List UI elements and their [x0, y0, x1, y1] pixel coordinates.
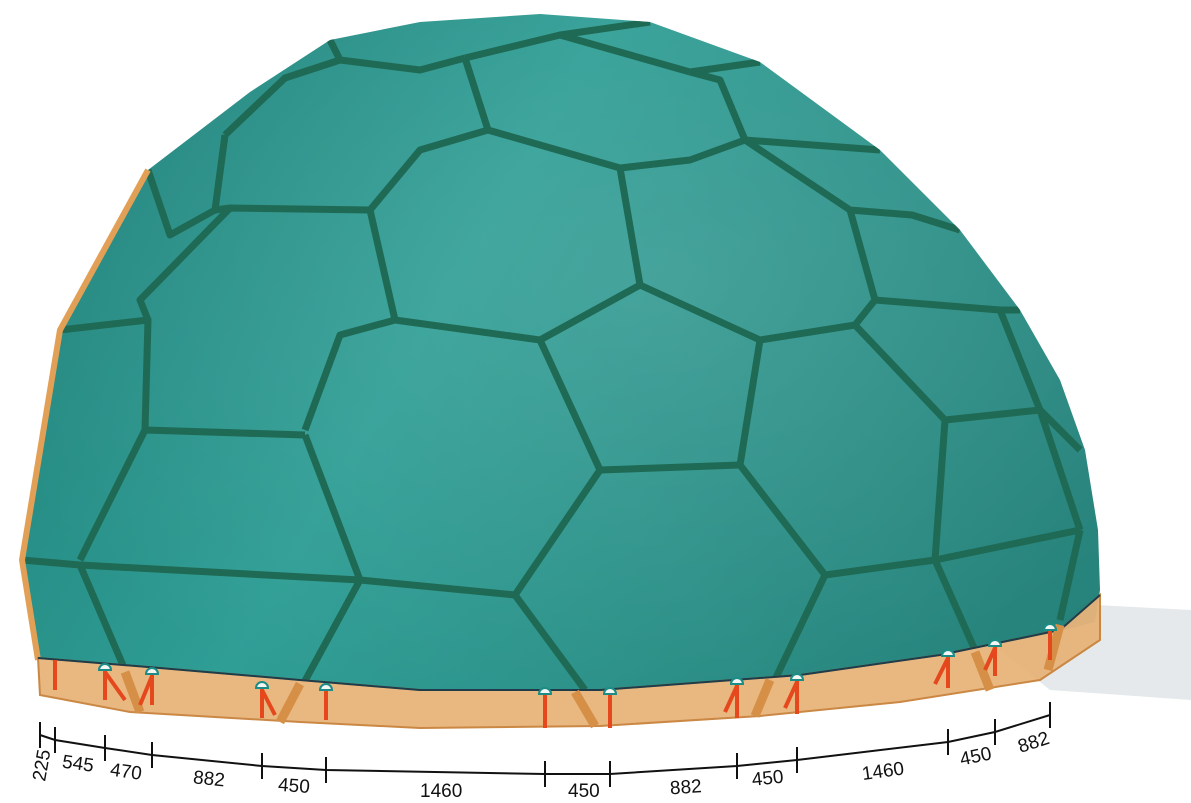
dimension-label: 1460: [420, 781, 462, 802]
dimension-label: 450: [958, 743, 993, 770]
dome-frame-edge: [18, 168, 151, 661]
dimension-chain: 225 545 470 882 450 1460 450 882 450 146…: [29, 702, 1052, 802]
anchor-caps: [97, 623, 1058, 695]
dimension-label: 450: [277, 775, 310, 798]
panel-seams: [22, 18, 1084, 690]
dimension-label: 882: [669, 776, 702, 799]
dimension-label: 470: [109, 760, 143, 785]
dimension-label: 450: [751, 767, 785, 791]
anchor-struts: [53, 628, 1052, 728]
dimension-label: 882: [1015, 728, 1052, 758]
dimension-label: 882: [192, 767, 226, 791]
dimension-label: 450: [568, 781, 600, 802]
dimension-label: 225: [29, 748, 55, 783]
dimension-label: 545: [61, 752, 95, 777]
dimension-label: 1460: [861, 758, 906, 785]
base-ring: [36, 592, 1101, 730]
